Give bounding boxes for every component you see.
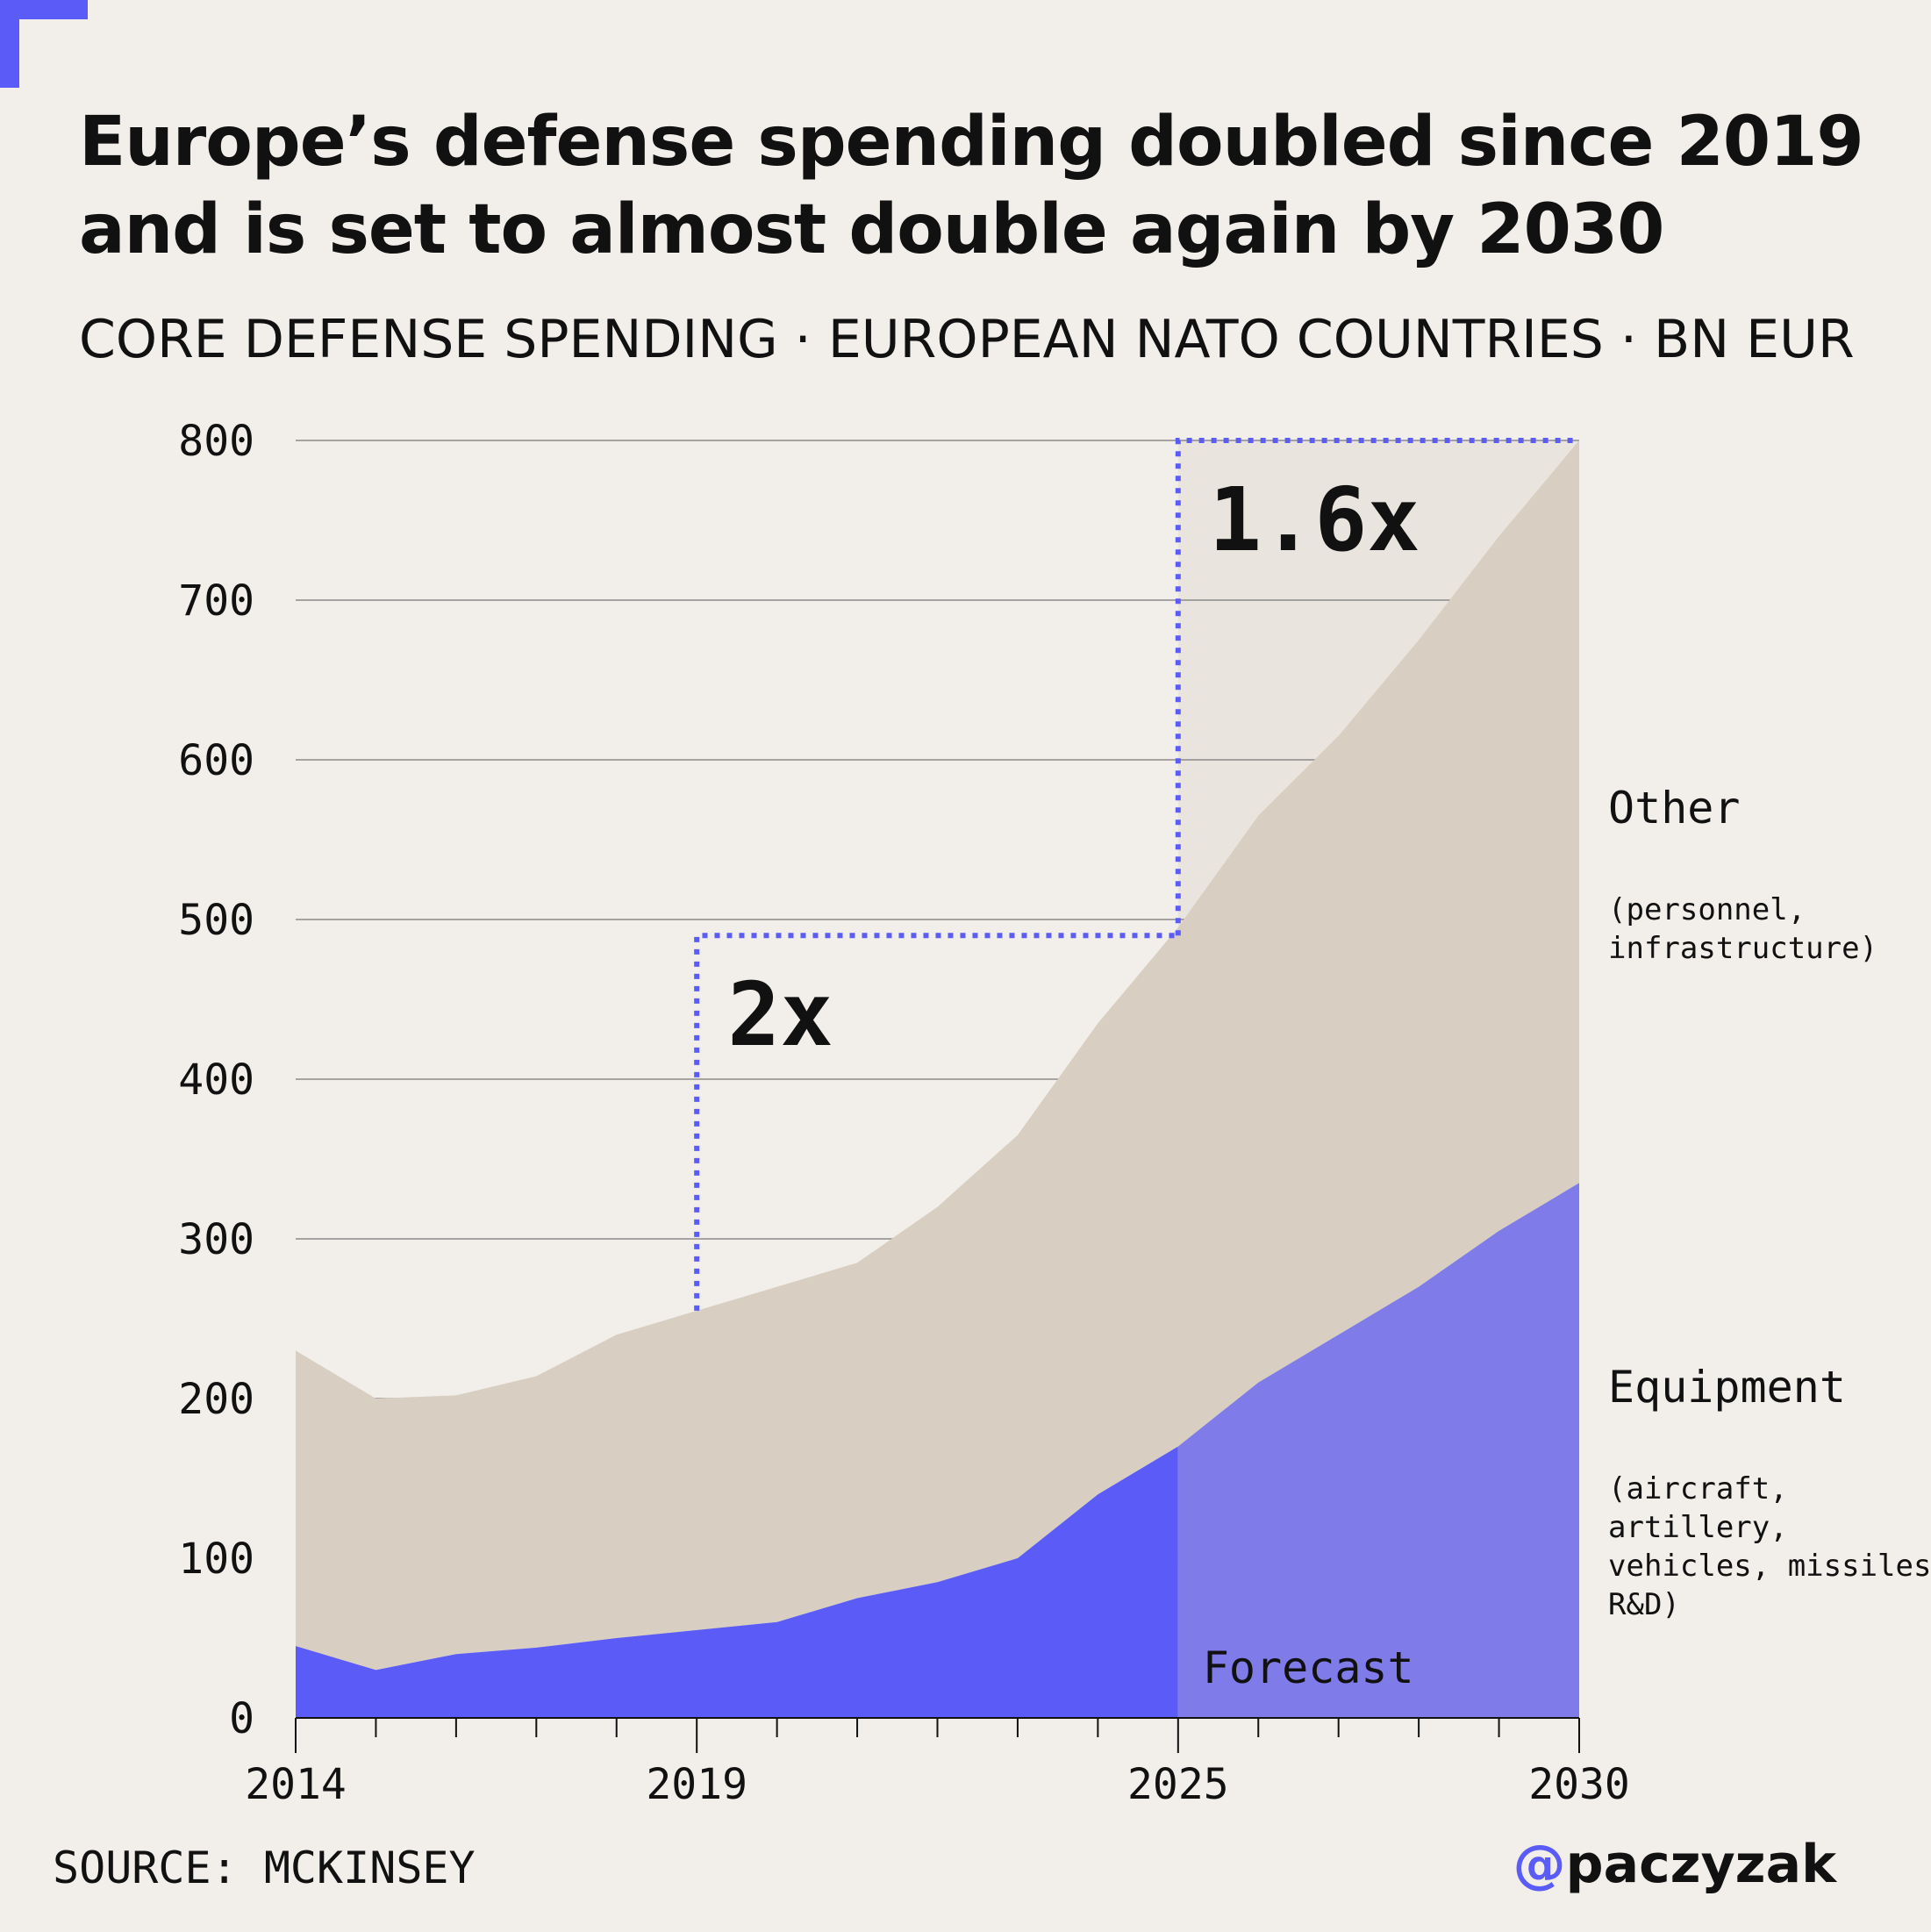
- series-area-equipment-forecast: [1177, 1183, 1579, 1718]
- y-axis-tick-labels: 0 100 200 300 400 500 600 700 800: [178, 417, 254, 1743]
- corner-bracket-icon: [0, 0, 88, 88]
- y-tick-label-500: 500: [178, 896, 254, 945]
- y-tick-label-0: 0: [229, 1694, 254, 1743]
- x-axis-ticks: [295, 1718, 1580, 1753]
- annotation-label-1: 2x: [727, 963, 833, 1066]
- series-detail-equipment: (aircraft, artillery, vehicles, missiles, R…: [1608, 1471, 1931, 1622]
- chart-title: Europe’s defense spending doubled since …: [79, 103, 1864, 269]
- growth-annotations: 2x 1.6x: [694, 438, 1579, 1311]
- y-tick-label-600: 600: [178, 736, 254, 785]
- series-labels: Other (personnel, infrastructure) Equipment…: [1608, 783, 1931, 1622]
- author-handle: @paczyzak: [1513, 1834, 1836, 1895]
- y-tick-label-700: 700: [178, 576, 254, 626]
- x-tick-label-2030: 2030: [1528, 1760, 1630, 1809]
- series-label-other: Other: [1608, 783, 1741, 834]
- annotation-bracket-1: [694, 933, 1178, 1311]
- series-label-equipment: Equipment: [1608, 1362, 1846, 1413]
- chart-subtitle: CORE DEFENSE SPENDING · EUROPEAN NATO CO…: [79, 309, 1855, 370]
- y-tick-label-400: 400: [178, 1055, 254, 1105]
- annotation-bracket-2: [1175, 438, 1579, 936]
- series-area-equipment: [296, 1446, 1178, 1718]
- at-symbol: @: [1513, 1834, 1566, 1895]
- x-tick-label-2014: 2014: [245, 1760, 347, 1809]
- y-tick-label-800: 800: [178, 417, 254, 466]
- series-detail-other: (personnel, infrastructure): [1608, 892, 1877, 966]
- x-tick-label-2025: 2025: [1127, 1760, 1229, 1809]
- x-tick-label-2019: 2019: [646, 1760, 747, 1809]
- source-note: SOURCE: MCKINSEY: [53, 1843, 476, 1893]
- y-tick-label-300: 300: [178, 1215, 254, 1264]
- y-tick-label-200: 200: [178, 1375, 254, 1424]
- handle-name: paczyzak: [1565, 1834, 1836, 1895]
- forecast-label: Forecast: [1203, 1642, 1414, 1693]
- series-area-other: [296, 440, 1579, 1671]
- x-axis-tick-labels: 2014 2019 2025 2030: [245, 1760, 1630, 1809]
- annotation-label-2: 1.6x: [1209, 469, 1420, 571]
- y-tick-label-100: 100: [178, 1535, 254, 1584]
